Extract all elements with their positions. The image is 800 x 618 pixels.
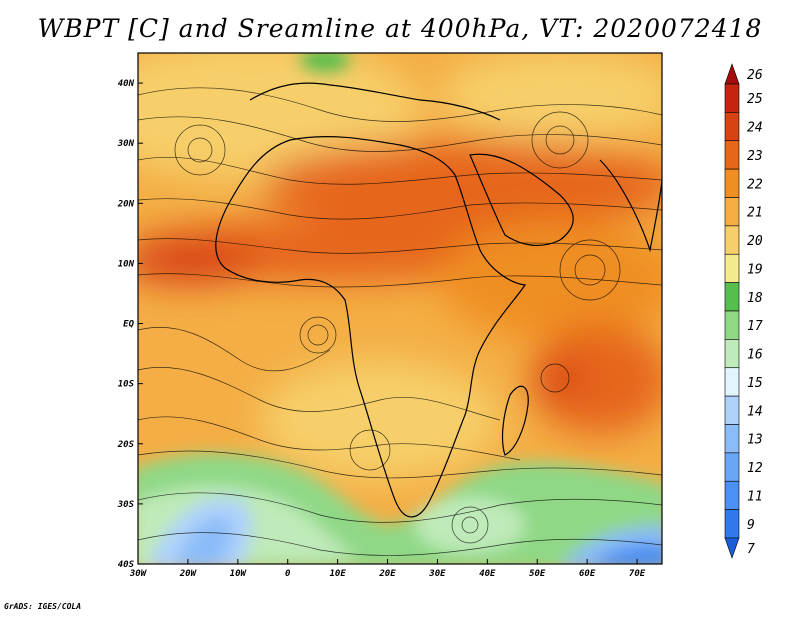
colorbar-label: 17 — [747, 319, 763, 334]
colorbar-swatch — [724, 509, 740, 539]
colorbar-label: 7 — [747, 542, 755, 557]
colorbar-label: 13 — [747, 433, 763, 448]
colorbar-swatch — [724, 83, 740, 113]
colorbar-label: 18 — [747, 291, 763, 306]
longitude-axis: 30W 20W 10W 0 10E 20E 30E 40E 50E 60E 70E — [129, 559, 646, 579]
lat-tick-label: 40N — [118, 79, 135, 89]
colorbar-label: 16 — [747, 348, 763, 363]
colorbar-swatch — [724, 63, 740, 85]
colorbar-label: 12 — [747, 461, 763, 476]
colorbar-swatch — [724, 197, 740, 227]
lat-tick-label: 10S — [118, 380, 135, 390]
colorbar-label: 23 — [747, 149, 763, 164]
lon-tick-label: 60E — [579, 569, 596, 579]
lat-tick-label: 20N — [117, 199, 135, 209]
colorbar-label: 15 — [747, 376, 763, 391]
lon-tick-label: 50E — [529, 569, 546, 579]
colorbar-label: 25 — [747, 92, 763, 107]
colorbar-swatch — [724, 282, 740, 312]
colorbar-swatch — [724, 112, 740, 142]
colorbar-swatch — [724, 253, 740, 283]
lon-tick-label: 20E — [378, 569, 396, 579]
colorbar-swatch — [724, 140, 740, 170]
lon-tick-label: 20W — [179, 569, 198, 579]
colorbar-swatch — [724, 424, 740, 454]
colorbar-swatch — [724, 395, 740, 425]
lat-tick-label: EQ — [123, 320, 134, 330]
grads-credit: GrADS: IGES/COLA — [4, 602, 82, 611]
colorbar-label: 20 — [747, 234, 763, 249]
latitude-axis: 40S 30S 20S 10S EQ 10N 20N 30N 40N — [117, 79, 143, 570]
colorbar-swatch — [724, 480, 740, 510]
colorbar-label: 19 — [747, 262, 763, 277]
map-title: WBPT [C] and Sreamline at 400hPa, VT: 20… — [37, 14, 763, 43]
lon-tick-label: 10W — [230, 569, 248, 579]
colorbar-label: 9 — [747, 518, 755, 533]
colorbar-swatch — [724, 537, 740, 559]
wbpt-field — [138, 53, 662, 564]
colorbar-swatch — [724, 367, 740, 397]
lat-tick-label: 40S — [118, 560, 135, 570]
colorbar-swatch — [724, 225, 740, 255]
colorbar-swatch — [724, 452, 740, 482]
colorbar-label: 21 — [747, 206, 763, 221]
plot-frame — [137, 52, 663, 565]
colorbar-swatch — [724, 310, 740, 340]
colorbar-label: 11 — [747, 489, 763, 504]
colorbar-label: 14 — [747, 404, 763, 419]
colorbar: 7 9 11 12 13 14 15 16 17 18 19 20 21 22 23 24 25 26 — [724, 63, 763, 559]
lon-tick-label: 10E — [329, 569, 346, 579]
colorbar-label: 24 — [747, 121, 763, 136]
lat-tick-label: 30S — [117, 500, 135, 510]
lon-tick-label: 30E — [428, 569, 446, 579]
colorbar-label: 22 — [747, 177, 763, 192]
colorbar-swatch — [724, 339, 740, 369]
lon-tick-label: 30W — [129, 569, 148, 579]
lon-tick-label: 40E — [479, 569, 496, 579]
lat-tick-label: 20S — [117, 440, 135, 450]
colorbar-label: 26 — [747, 68, 763, 83]
lat-tick-label: 30N — [117, 139, 135, 149]
lon-tick-label: 70E — [629, 569, 646, 579]
lat-tick-label: 10N — [118, 259, 135, 269]
lon-tick-label: 0 — [285, 569, 291, 579]
coastlines — [215, 82, 662, 518]
colorbar-swatch — [724, 168, 740, 198]
